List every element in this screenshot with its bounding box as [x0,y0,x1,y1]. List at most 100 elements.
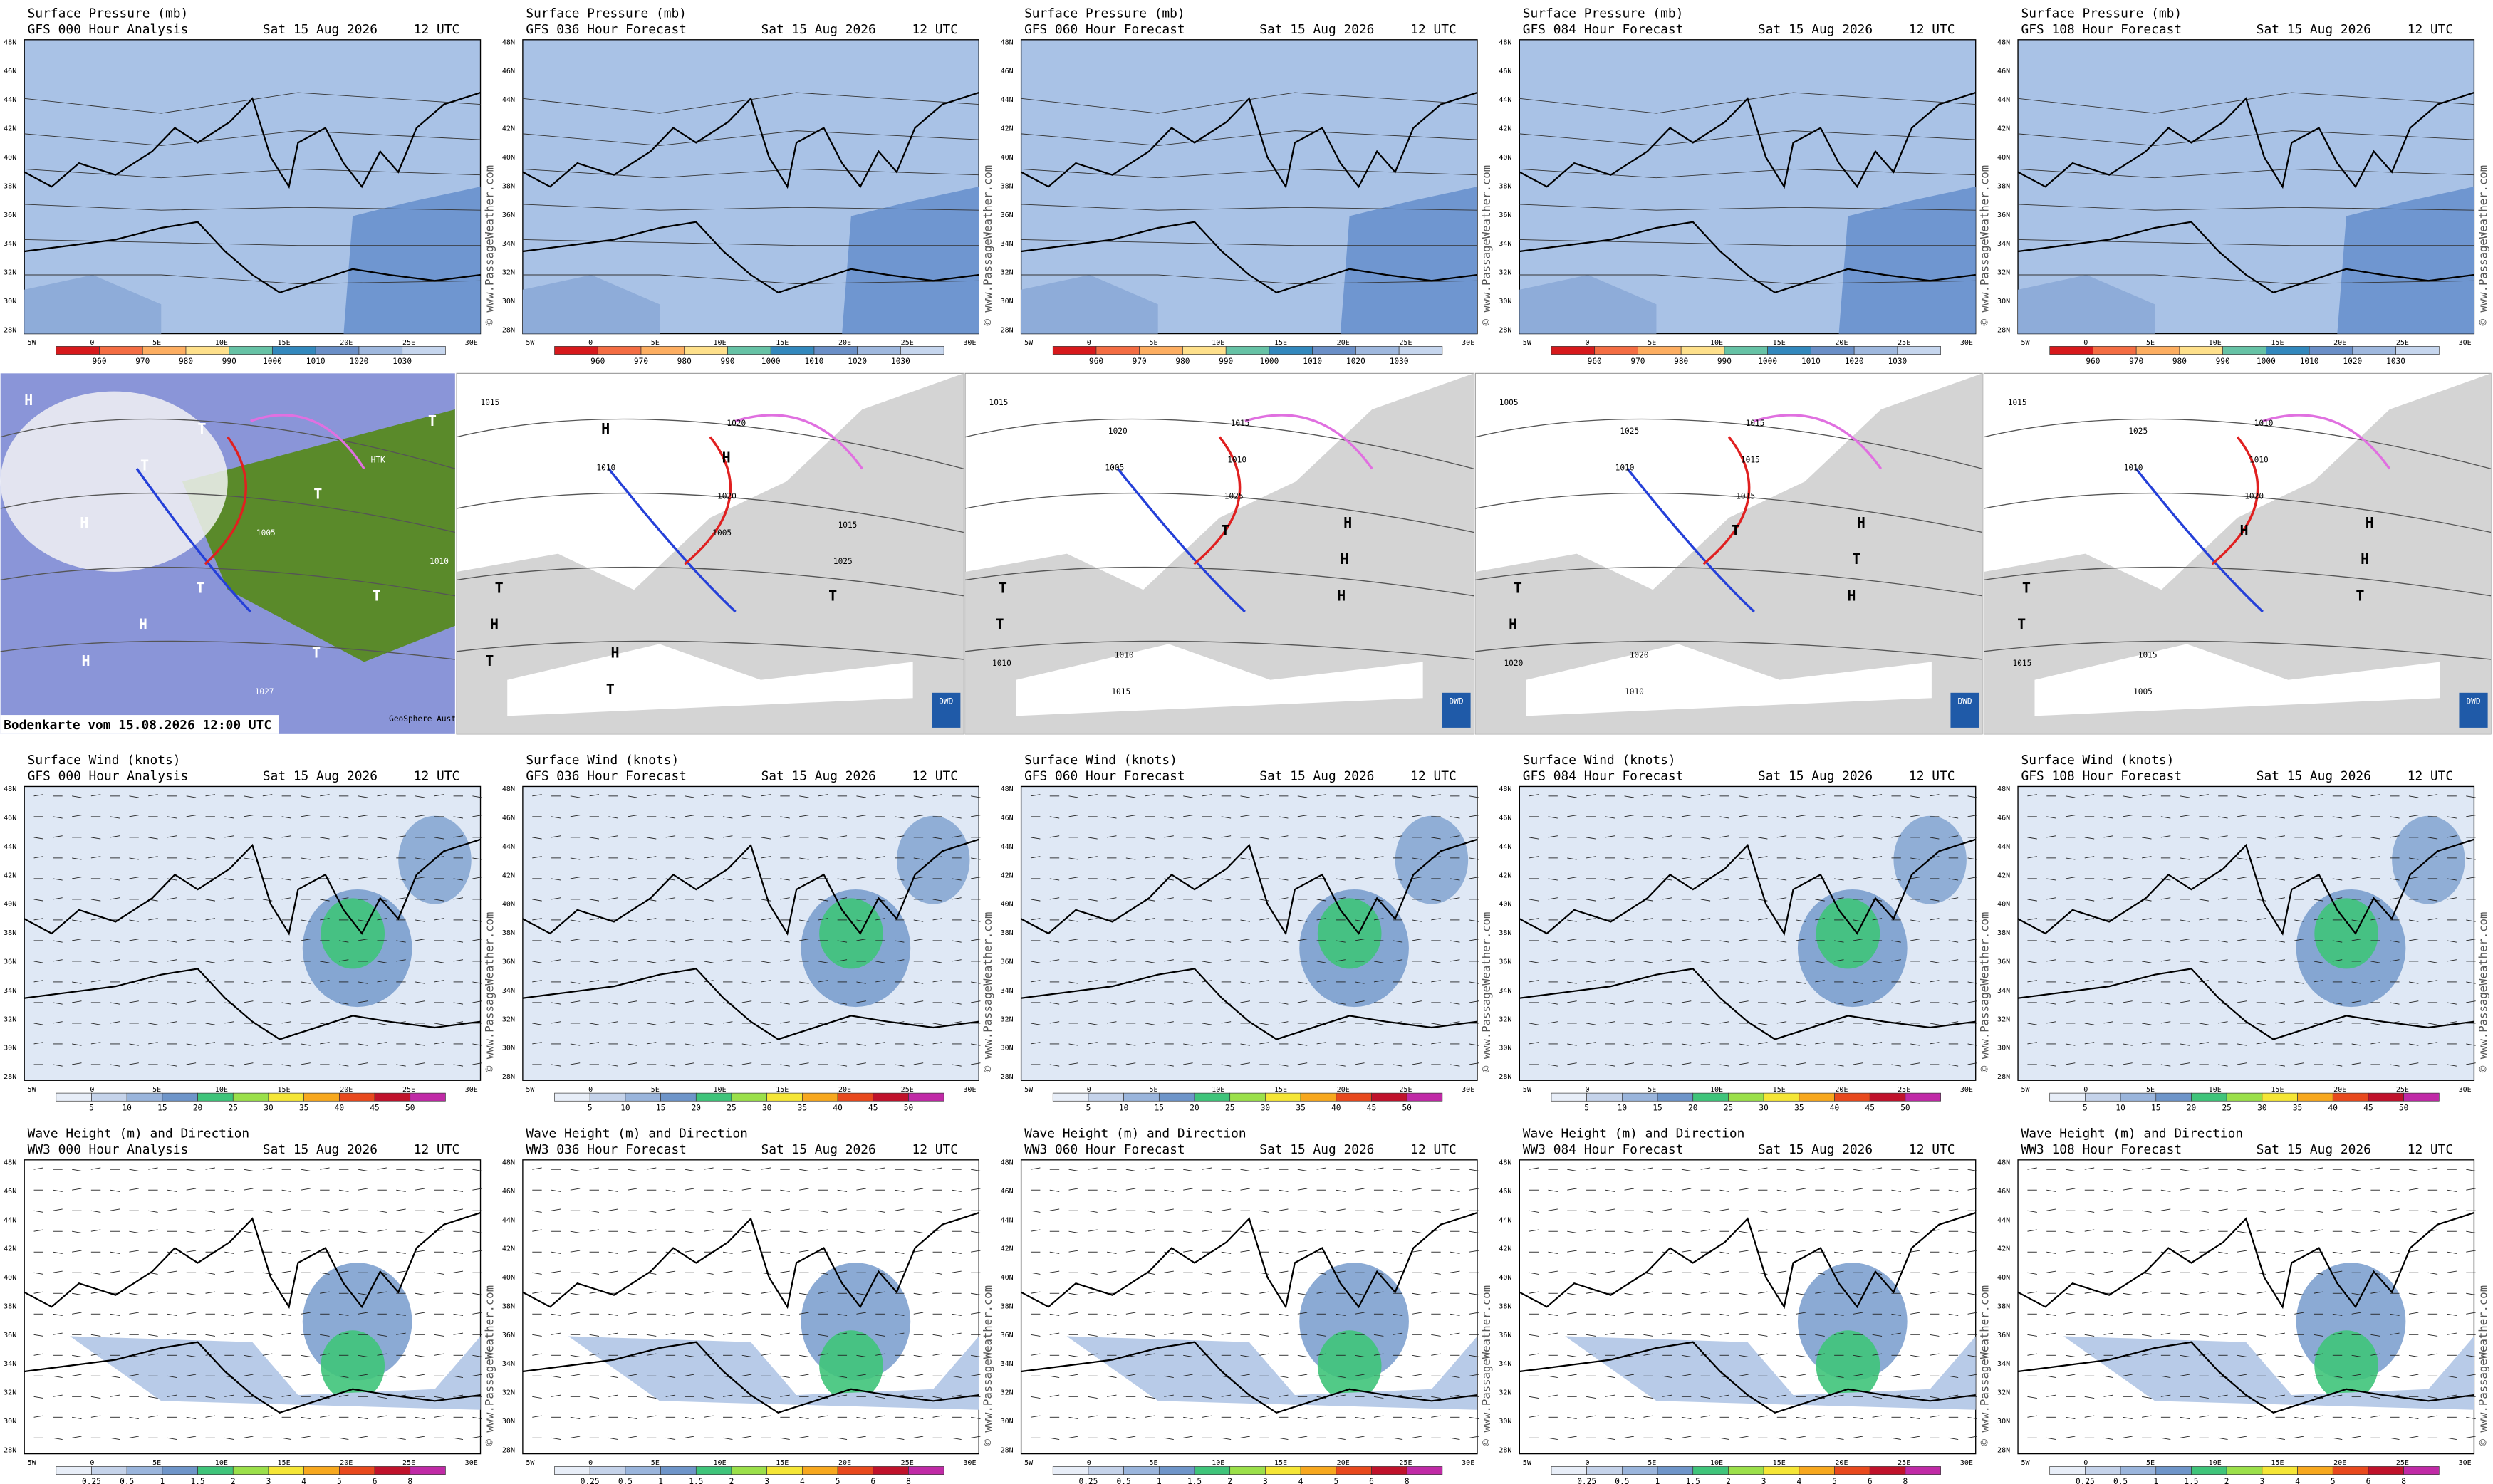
vector-arrow [780,1375,790,1378]
vector-arrow [53,878,63,881]
vector-arrow [1259,856,1269,859]
lat-label: 34N [4,1360,16,1368]
vector-arrow [33,961,44,963]
vector-arrow [338,1332,349,1335]
vector-arrow [281,940,292,943]
vector-arrow [1107,1021,1117,1024]
colorbar-label: 50 [2399,1104,2408,1113]
vector-arrow [1373,1023,1384,1025]
vector-arrow [1891,1437,1901,1440]
vector-arrow [2084,918,2095,921]
vector-arrow [1469,795,1479,798]
vector-arrow [1355,1416,1365,1419]
colorbar-label: 1000 [263,357,282,366]
vector-arrow [894,1313,905,1316]
vector-arrow [1316,856,1327,859]
vector-arrow [1164,1437,1174,1440]
vector-arrow [1164,1313,1174,1316]
lat-label: 30N [1499,1045,1511,1052]
colorbar-label: 1030 [2386,357,2405,366]
vector-arrow [1891,878,1901,881]
vector-arrow [338,1021,349,1024]
vector-arrow [856,1374,866,1376]
colorbar-segment [2403,1466,2440,1475]
vector-arrow [2142,1023,2152,1025]
vector-arrow [301,981,311,984]
vector-arrow [1355,1230,1365,1233]
isobar [24,92,481,114]
vector-arrow [952,1002,962,1005]
vector-arrow [1776,1251,1787,1254]
vector-arrow [1221,1394,1232,1397]
colorbar-label: 10 [620,1104,630,1113]
lat-label: 42N [1001,872,1014,879]
vector-arrow [2294,1436,2304,1438]
vector-arrow [1948,1394,1959,1397]
vector-arrow [72,1043,82,1046]
vector-arrow [1586,1291,1596,1294]
vector-arrow [628,1250,637,1253]
vector-arrow [148,918,158,921]
vector-arrow [415,1292,425,1295]
panel-title: Wave Height (m) and Direction [1024,1127,1246,1141]
vector-arrow [1567,1312,1577,1315]
vector-arrow [1164,1064,1174,1067]
vector-arrow [1412,939,1422,941]
vector-arrow [1739,1188,1749,1191]
vector-arrow [472,1188,482,1191]
vector-arrow [1739,857,1749,860]
vector-arrow [53,835,63,838]
vector-arrow [1681,981,1692,984]
vector-arrow [1853,1250,1863,1253]
vector-arrow [856,1250,866,1253]
lon-label: 30E [465,339,478,347]
vector-arrow [608,1313,618,1316]
vector-arrow [1834,816,1844,819]
vector-arrow [186,1416,197,1419]
vector-arrow [1049,1313,1060,1316]
isobar [456,566,964,597]
vector-arrow [894,1270,905,1273]
vector-arrow [2390,1251,2400,1254]
intense-core [2314,1330,2378,1401]
vector-arrow [1221,835,1232,838]
lat-label: 46N [1001,1188,1014,1196]
colorbar-segment [1398,346,1443,355]
lon-label: 0 [2083,339,2088,347]
vector-arrow [1221,1021,1232,1024]
colorbar-label: 4 [2295,1477,2300,1484]
vector-arrow [301,795,311,798]
vector-arrow [913,1436,924,1438]
pressure-label: 1020 [1108,427,1128,436]
vector-arrow [1183,1312,1193,1315]
lon-label: 0 [1087,1086,1091,1094]
vector-arrow [1278,1394,1289,1397]
low-pressure-area [842,187,979,334]
vector-arrow [1529,1272,1539,1275]
colorbar-segment [554,1466,590,1475]
vector-arrow [72,1292,82,1295]
watermark: © www.PassageWeather.com [483,912,496,1073]
intense-core [1317,1330,1382,1401]
colorbar-segment [162,1092,198,1102]
vector-arrow [780,1002,790,1005]
pressure-label: H [2366,514,2374,531]
colorbar-segment [2332,1092,2369,1102]
vector-arrow [551,1208,561,1211]
vector-arrow [1948,897,1959,900]
vector-arrow [453,1021,464,1024]
vector-arrow [1107,1064,1117,1067]
vector-arrow [2103,816,2114,819]
vector-arrow [90,1167,101,1170]
vector-arrow [1910,1250,1920,1253]
colorbar-label: 5 [588,1104,593,1113]
vector-arrow [1872,837,1883,840]
vector-arrow [589,794,600,797]
vector-arrow [1431,1334,1441,1337]
vector-arrow [1030,1023,1041,1025]
vector-arrow [262,1396,273,1399]
panel-time: 12 UTC [414,1142,459,1157]
vector-arrow [1450,835,1460,838]
colorbar-segment [1869,1466,1906,1475]
colorbar-segment [2403,1092,2440,1102]
